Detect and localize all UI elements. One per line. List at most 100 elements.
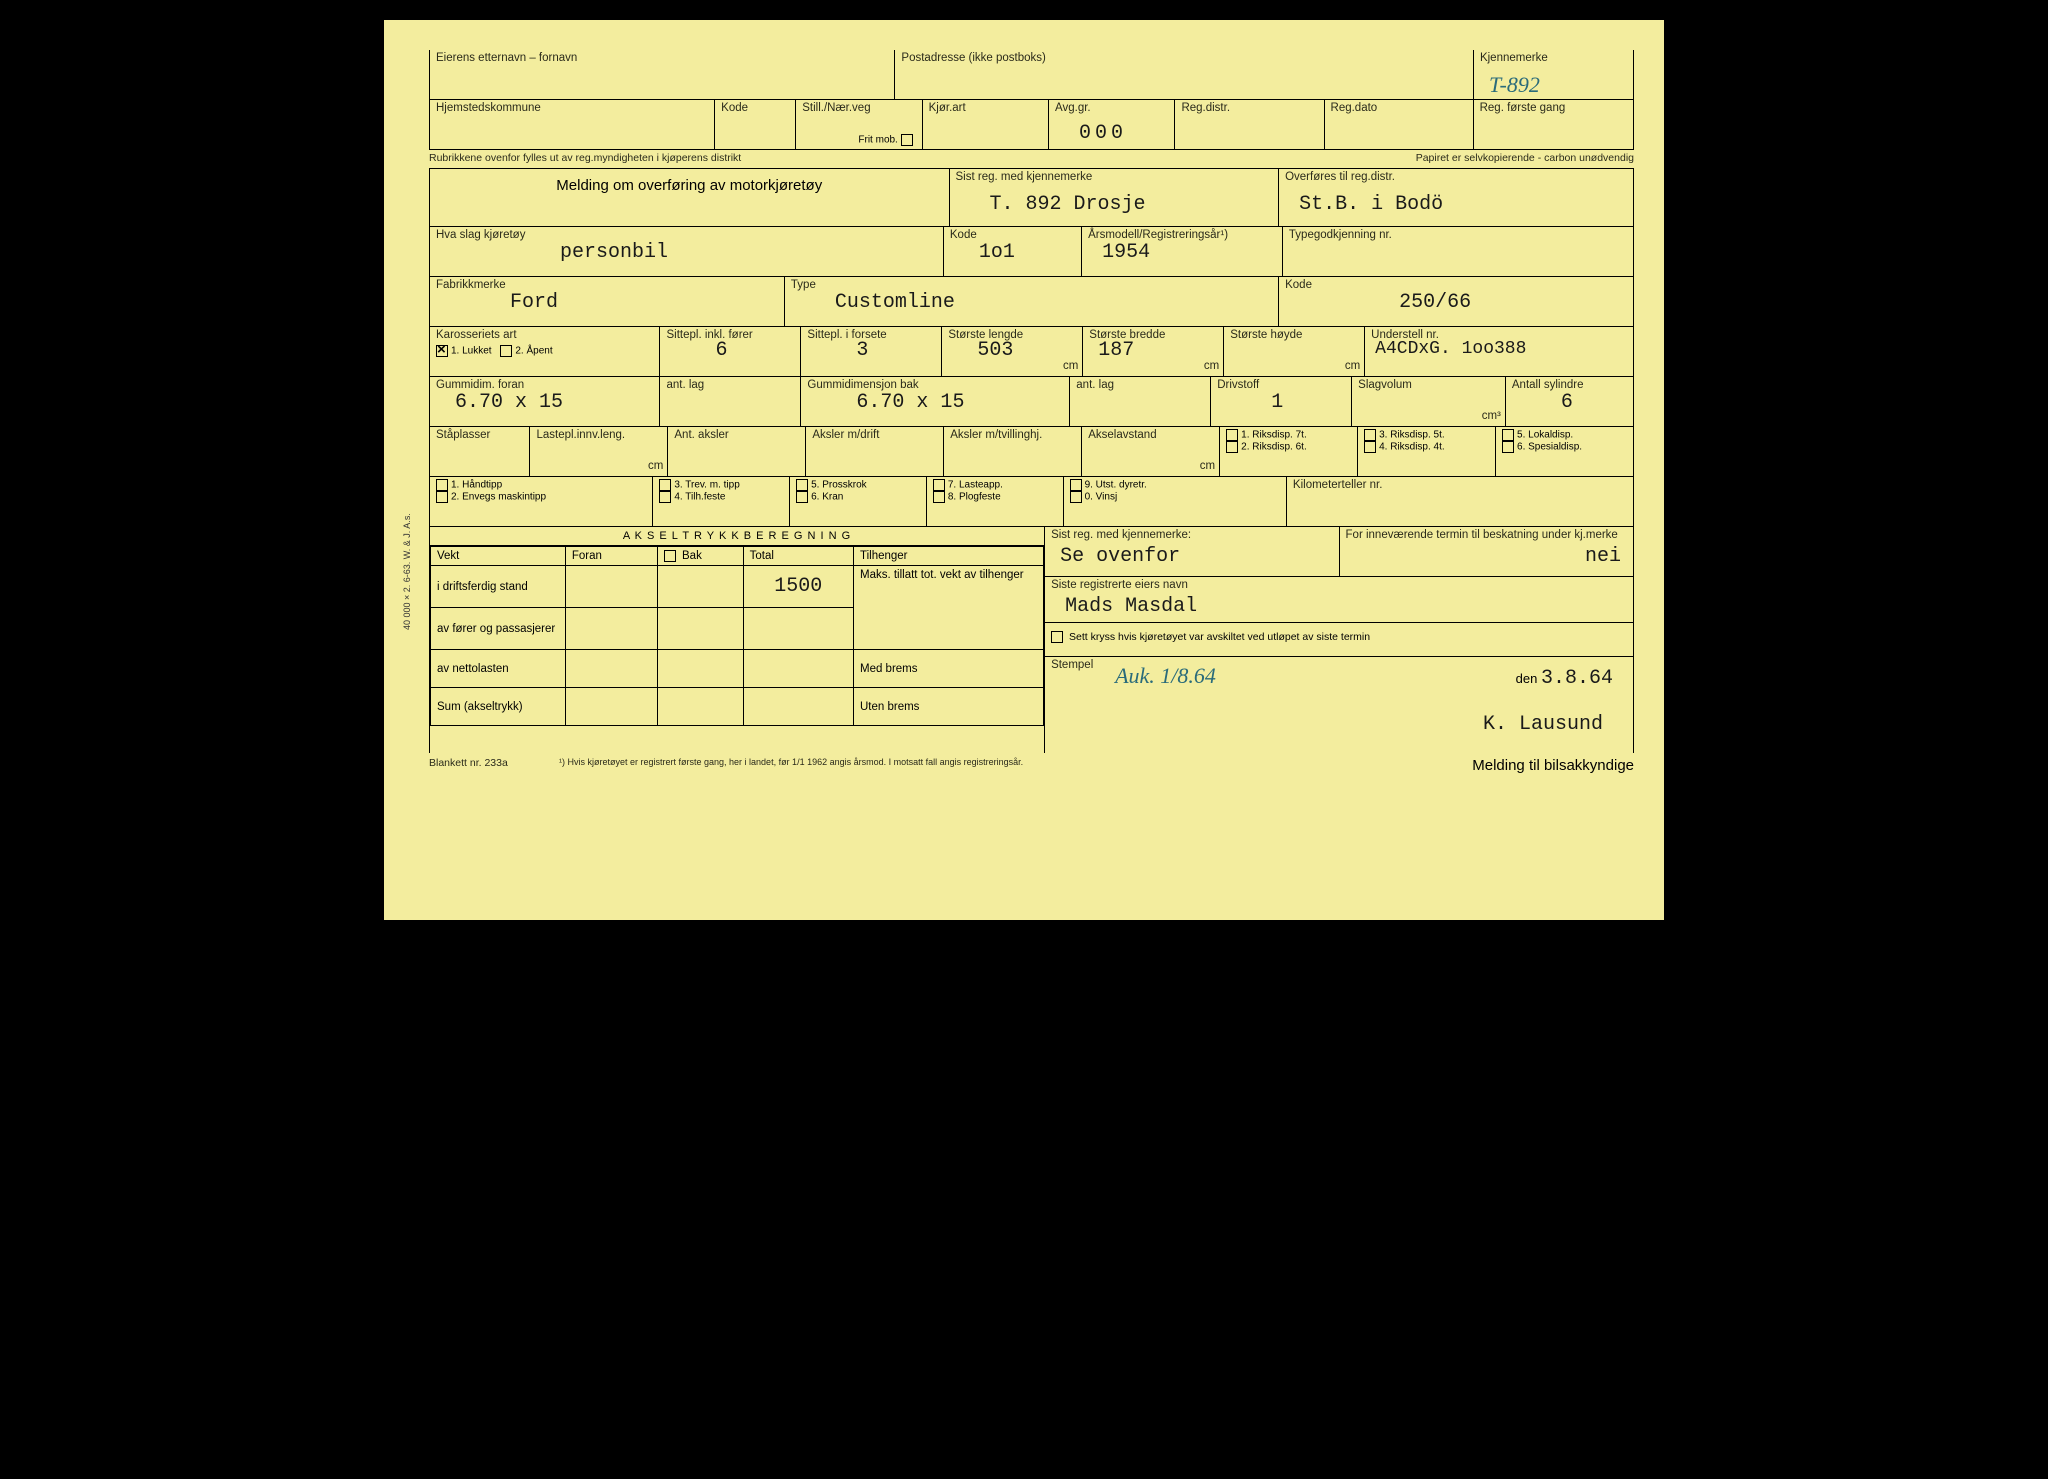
sittepl-forsete-value: 3 bbox=[856, 339, 868, 362]
bredde-value: 187 bbox=[1098, 339, 1134, 362]
sistreg2-value: Se ovenfor bbox=[1060, 545, 1180, 568]
footnote: ¹) Hvis kjøretøyet er registrert første … bbox=[559, 757, 1472, 774]
sisteeier-cell: Siste registrerte eiers navn Mads Masdal bbox=[1045, 577, 1633, 623]
spesialdisp-label: 6. Spesialdisp. bbox=[1517, 442, 1582, 453]
antlag2-cell: ant. lag bbox=[1069, 377, 1210, 427]
opt5-checkbox[interactable] bbox=[796, 479, 808, 491]
opt7-checkbox[interactable] bbox=[933, 479, 945, 491]
den-label: den bbox=[1516, 671, 1538, 686]
slagvolum-label: Slagvolum bbox=[1358, 379, 1499, 393]
lokaldisp-label: 5. Lokaldisp. bbox=[1517, 430, 1573, 441]
fabrikk-value: Ford bbox=[510, 291, 558, 314]
opt9-checkbox[interactable] bbox=[1070, 479, 1082, 491]
aksel-row1-label: i driftsferdig stand bbox=[431, 566, 566, 608]
owner-label: Eierens etternavn – fornavn bbox=[436, 52, 888, 66]
avggr-value: 000 bbox=[1079, 122, 1127, 145]
hvaslag-cell: Hva slag kjøretøy personbil bbox=[429, 227, 943, 277]
lukket-checkbox[interactable] bbox=[436, 345, 448, 357]
opt2-checkbox[interactable] bbox=[436, 491, 448, 503]
aksel-row2-label: av fører og passasjerer bbox=[431, 608, 566, 650]
form-title: Melding om overføring av motorkjøretøy bbox=[436, 171, 943, 200]
bak-checkbox[interactable] bbox=[664, 550, 676, 562]
akselavstand-cell: Akselavstand cm bbox=[1081, 427, 1219, 477]
aksel-row1-total: 1500 bbox=[774, 575, 822, 598]
lukket-label: 1. Lukket bbox=[451, 345, 492, 356]
opt3-checkbox[interactable] bbox=[659, 479, 671, 491]
riksdisp4-checkbox[interactable] bbox=[1364, 441, 1376, 453]
riksdisp4-label: 4. Riksdisp. 4t. bbox=[1379, 442, 1445, 453]
sittepl-forsete-label: Sittepl. i forsete bbox=[807, 329, 935, 343]
settkryss-cell: Sett kryss hvis kjøretøyet var avskiltet… bbox=[1045, 623, 1633, 657]
sylindre-value: 6 bbox=[1561, 391, 1573, 414]
aksel-row1-foran bbox=[565, 566, 657, 608]
utenbrems-label: Uten brems bbox=[853, 688, 1043, 726]
overfores-label: Overføres til reg.distr. bbox=[1285, 171, 1627, 185]
gummi-bak-value: 6.70 x 15 bbox=[856, 391, 964, 414]
regforste-label: Reg. første gang bbox=[1480, 102, 1627, 116]
antaksler-label: Ant. aksler bbox=[674, 429, 799, 443]
drivstoff-value: 1 bbox=[1271, 391, 1283, 414]
riksdisp6-checkbox[interactable] bbox=[1226, 441, 1238, 453]
aksel-row3-bak bbox=[657, 650, 743, 688]
opt56-cell: 5. Prosskrok 6. Kran bbox=[789, 477, 926, 527]
aksel-row4-label: Sum (akseltrykk) bbox=[431, 688, 566, 726]
hvaslag-value: personbil bbox=[560, 241, 668, 264]
medbrems-label: Med brems bbox=[853, 650, 1043, 688]
opt1-checkbox[interactable] bbox=[436, 479, 448, 491]
opt34-cell: 3. Trev. m. tipp 4. Tilh.feste bbox=[652, 477, 789, 527]
opt6-label: 6. Kran bbox=[811, 492, 843, 503]
sistreg2-cell: Sist reg. med kjennemerke: Se ovenfor bbox=[1045, 527, 1338, 577]
opt4-checkbox[interactable] bbox=[659, 491, 671, 503]
riksdisp5-checkbox[interactable] bbox=[1364, 429, 1376, 441]
sistreg-cell: Sist reg. med kjennemerke T. 892 Drosje bbox=[949, 169, 1279, 227]
aksel-row4-bak bbox=[657, 688, 743, 726]
stempel-cell: Stempel Auk. 1/8.64 den 3.8.64 K. Lausun… bbox=[1045, 657, 1633, 753]
fritmob-checkbox[interactable] bbox=[901, 134, 913, 146]
sittepl-forsete-cell: Sittepl. i forsete 3 bbox=[800, 327, 941, 377]
lastepl-cell: Lastepl.innv.leng. cm bbox=[529, 427, 667, 477]
regforste-cell: Reg. første gang bbox=[1473, 100, 1634, 150]
opt6-checkbox[interactable] bbox=[796, 491, 808, 503]
postaddr-cell: Postadresse (ikke postboks) bbox=[894, 50, 1473, 100]
kmteller-label: Kilometerteller nr. bbox=[1293, 479, 1627, 493]
avggr-cell: Avg.gr. 000 bbox=[1048, 100, 1174, 150]
understell-value: A4CDxG. 1oo388 bbox=[1375, 339, 1526, 359]
kjennemerke-value: T-892 bbox=[1489, 72, 1540, 98]
sittepl-inkl-value: 6 bbox=[715, 339, 727, 362]
kode1-label: Kode bbox=[721, 102, 789, 116]
akslertvilling-label: Aksler m/tvillinghj. bbox=[950, 429, 1075, 443]
aksel-row4-foran bbox=[565, 688, 657, 726]
opt1-label: 1. Håndtipp bbox=[451, 480, 502, 491]
sistreg-label: Sist reg. med kjennemerke bbox=[956, 171, 1273, 185]
riksdisp7-checkbox[interactable] bbox=[1226, 429, 1238, 441]
hjemsted-cell: Hjemstedskommune bbox=[429, 100, 714, 150]
opt0-checkbox[interactable] bbox=[1070, 491, 1082, 503]
akslertvilling-cell: Aksler m/tvillinghj. bbox=[943, 427, 1081, 477]
opt78-cell: 7. Lasteapp. 8. Plogfeste bbox=[926, 477, 1063, 527]
opt12-cell: 1. Håndtipp 2. Envegs maskintipp bbox=[429, 477, 652, 527]
antlag1-label: ant. lag bbox=[666, 379, 794, 393]
sistreg2-label: Sist reg. med kjennemerke: bbox=[1051, 529, 1332, 543]
lokaldisp-checkbox[interactable] bbox=[1502, 429, 1514, 441]
spesialdisp-checkbox[interactable] bbox=[1502, 441, 1514, 453]
hoyde-unit: cm bbox=[1345, 360, 1360, 374]
typegodk-cell: Typegodkjenning nr. bbox=[1282, 227, 1634, 277]
opt5-label: 5. Prosskrok bbox=[811, 480, 867, 491]
aksel-row3-label: av nettolasten bbox=[431, 650, 566, 688]
sittepl-inkl-label: Sittepl. inkl. fører bbox=[666, 329, 794, 343]
fabrikk-label: Fabrikkmerke bbox=[436, 279, 778, 293]
kode2-cell: Kode 1o1 bbox=[943, 227, 1081, 277]
apent-label: 2. Åpent bbox=[515, 345, 552, 356]
still-cell: Still./Nær.veg Frit mob. bbox=[795, 100, 921, 150]
makstillatt-label: Maks. tillatt tot. vekt av tilhenger bbox=[853, 566, 1043, 650]
akslerdrift-cell: Aksler m/drift bbox=[805, 427, 943, 477]
opt8-checkbox[interactable] bbox=[933, 491, 945, 503]
gummi-bak-cell: Gummidimensjon bak 6.70 x 15 bbox=[800, 377, 1069, 427]
side-print-text: 40 000 × 2. 6-63. W. & J. A.s. bbox=[402, 513, 412, 630]
riksdisp54-cell: 3. Riksdisp. 5t. 4. Riksdisp. 4t. bbox=[1357, 427, 1495, 477]
aksel-bak-header: Bak bbox=[682, 550, 702, 562]
aksel-title: A K S E L T R Y K K B E R E G N I N G bbox=[430, 527, 1044, 546]
apent-checkbox[interactable] bbox=[500, 345, 512, 357]
settkryss-checkbox[interactable] bbox=[1051, 631, 1063, 643]
aksel-foran-header: Foran bbox=[565, 547, 657, 566]
